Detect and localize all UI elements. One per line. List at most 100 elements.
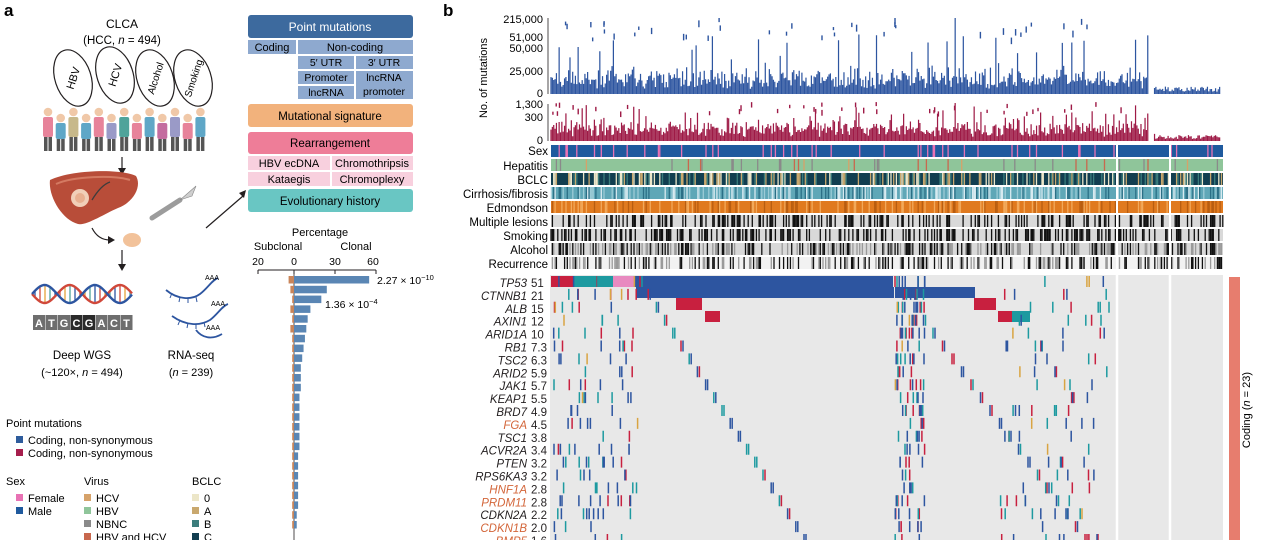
cohort-description: (HCC, n = 494): [83, 35, 161, 47]
lncrna-promoter-box: [356, 71, 413, 99]
noncoding-label: Non-coding: [327, 42, 383, 54]
subclonal-bar: [290, 285, 294, 294]
person-head: [158, 113, 167, 123]
sequence-letter: C: [110, 318, 118, 330]
gene-name: AXIN1: [493, 317, 527, 329]
person-leg: [132, 139, 137, 151]
clonal-bar: [294, 383, 301, 392]
subclonal-bar: [292, 432, 294, 441]
gene-percentage: 3.2: [531, 472, 547, 484]
clinical-track-row: [551, 257, 1223, 269]
coding-mutation-outlier: [1064, 109, 1066, 113]
subclonal-bar: [292, 423, 294, 431]
subclonal-bar: [290, 325, 294, 333]
lncrna-box: [298, 86, 354, 99]
clinical-track-cells: [555, 257, 1223, 269]
smoking-bubble: [173, 49, 213, 107]
person-leg: [56, 139, 61, 151]
signature-label: Mutational signature: [278, 111, 382, 123]
legend-virus-nbnc: NBNC: [96, 519, 127, 531]
coding-mutation-outlier: [821, 109, 823, 116]
noncoding-box: [298, 40, 413, 54]
point-mutations-header: [248, 15, 413, 38]
clonal-bar: [294, 403, 300, 411]
flow-arrows: [91, 157, 246, 271]
total-mutation-outlier: [707, 35, 709, 41]
person-leg: [61, 139, 65, 151]
person-head: [94, 107, 104, 117]
total-mutation-outlier: [979, 31, 982, 39]
gene-name: JAK1: [499, 381, 528, 393]
lncrna-label: lncRNA: [308, 87, 344, 99]
legend-bclc-0: 0: [204, 493, 210, 505]
person-leg: [200, 137, 205, 151]
total-mutation-outlier: [1080, 18, 1083, 25]
subclonal-bar: [290, 305, 294, 313]
clonal-bar: [294, 305, 311, 313]
sequence-letter: C: [73, 318, 81, 330]
person-leg: [107, 139, 111, 151]
mutation-block: [613, 276, 635, 287]
top-tick-51000: 51,000: [509, 32, 543, 44]
total-mutation-outlier: [1063, 23, 1065, 30]
legend-point-item-2: Coding, non-synonymous: [28, 448, 153, 460]
hbv-ecdna-label: HBV ecDNA: [259, 158, 320, 170]
point-mutations-title: Point mutations: [289, 20, 372, 34]
gene-percentage: 12: [531, 317, 544, 329]
gene-name: RPS6KA3: [475, 472, 527, 484]
person-body: [195, 117, 206, 137]
clinical-track-row: [551, 145, 1223, 157]
total-mutation-outlier: [1010, 37, 1013, 45]
person-leg: [171, 137, 175, 151]
clinical-tracks: [550, 145, 1224, 269]
coding-mutation-outlier: [815, 108, 817, 114]
legend-swatch-nbnc: [84, 520, 91, 527]
coding-mutation-outlier: [803, 105, 805, 109]
coding-mutation-outlier: [776, 108, 779, 114]
dna-helix-icon: [31, 283, 133, 305]
total-mutation-outlier: [634, 32, 636, 37]
clinical-track-row: [551, 201, 1223, 213]
gene-percentage: 2.8: [531, 497, 547, 509]
percentage-chart: Percentage Subclonal Clonal 20 0 30 60 2…: [252, 227, 434, 540]
gene-percentage: 7.3: [531, 343, 547, 355]
legend-swatch-bclc-b: [192, 520, 199, 527]
clonal-bar: [294, 334, 305, 343]
sequence-letter: G: [60, 318, 69, 330]
clonal-bar: [294, 501, 299, 509]
pvalue-1: 2.27 × 10−10: [377, 273, 434, 287]
total-mutation-outlier: [719, 25, 721, 31]
total-mutation-outlier: [1086, 24, 1088, 30]
mutation-block: [635, 276, 893, 287]
clonal-bar: [294, 432, 300, 441]
coding-mutation-outlier: [1003, 110, 1005, 115]
polya-tail-2: AAA: [211, 301, 225, 308]
lncrna-promoter-label-line1: lncRNA: [366, 72, 402, 84]
coding-mutation-outlier: [876, 109, 878, 115]
track-label-multiple-lesions: Multiple lesions: [469, 217, 548, 229]
total-mutation-outlier: [832, 27, 835, 31]
coding-mutation-outlier: [555, 103, 557, 107]
legend-swatch-female: [16, 494, 23, 501]
top-tick-50000: 50,000: [509, 43, 543, 55]
total-mutation-outlier: [682, 33, 685, 41]
person-head: [43, 107, 53, 117]
track-label-bclc: BCLC: [517, 175, 548, 187]
signature-box: [248, 104, 413, 127]
coding-mutation-outlier: [933, 107, 936, 113]
total-mutation-outlier: [883, 31, 885, 37]
coding-mutation-outlier: [854, 102, 857, 108]
gene-name: PTEN: [496, 459, 527, 471]
mid-tick-300: 300: [525, 112, 543, 124]
clinical-track-row: [551, 159, 1223, 171]
chromoplexy-label: Chromoplexy: [340, 174, 405, 186]
oncoprint-mutations: [551, 276, 1110, 540]
legend-point-item-1: Coding, non-synonymous: [28, 435, 153, 447]
person-leg: [124, 137, 129, 151]
person-body: [55, 123, 66, 139]
subclonal-bar: [292, 364, 294, 372]
clonal-bar: [294, 393, 300, 402]
coding-mutation-outlier: [986, 109, 988, 113]
coding-mutation-outlier: [556, 111, 559, 116]
coding-mutation-outlier: [928, 108, 931, 114]
